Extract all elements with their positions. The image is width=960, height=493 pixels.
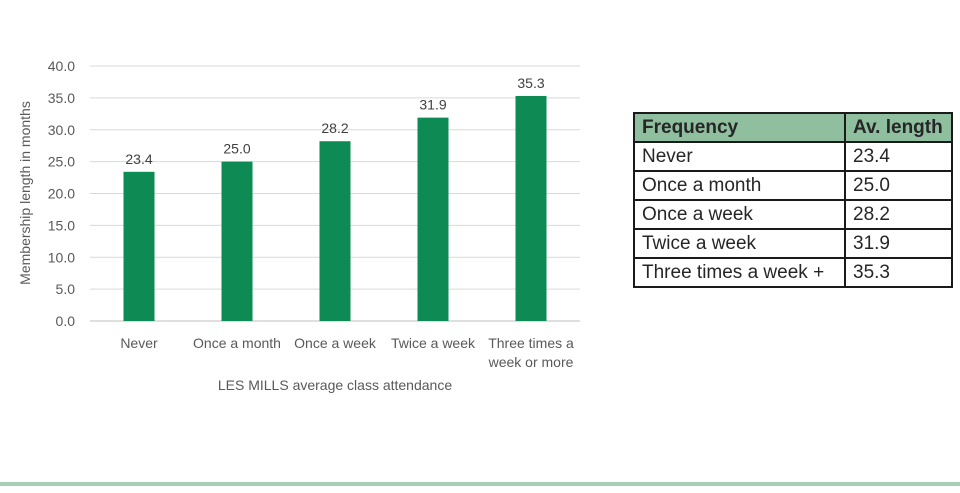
frequency-cell: Once a week bbox=[633, 199, 846, 230]
y-tick-label: 20.0 bbox=[48, 186, 75, 202]
y-tick-label: 30.0 bbox=[48, 122, 75, 138]
y-tick-labels: 0.0 5.0 10.0 15.0 20.0 25.0 30.0 35.0 40.0 bbox=[48, 58, 75, 329]
frequency-cell: Once a month bbox=[633, 170, 846, 201]
table-row: Once a week 28.2 bbox=[633, 199, 953, 230]
length-cell: 25.0 bbox=[844, 170, 953, 201]
bar bbox=[221, 161, 253, 321]
frequency-cell: Three times a week + bbox=[633, 257, 846, 288]
header-av-length: Av. length bbox=[844, 112, 953, 143]
table-row: Three times a week + 35.3 bbox=[633, 257, 953, 288]
x-tick-labels: Never Once a month Once a week Twice a week… bbox=[120, 335, 574, 370]
x-tick-label: Three times a week or more bbox=[488, 335, 574, 370]
y-tick-label: 25.0 bbox=[48, 154, 75, 170]
y-tick-label: 15.0 bbox=[48, 217, 75, 233]
y-tick-label: 10.0 bbox=[48, 249, 75, 265]
y-tick-label: 0.0 bbox=[56, 313, 76, 329]
x-tick-label: Once a week bbox=[294, 335, 377, 351]
bar bbox=[515, 95, 547, 322]
length-cell: 23.4 bbox=[844, 141, 953, 172]
frequency-cell: Twice a week bbox=[633, 228, 846, 259]
bars bbox=[123, 95, 547, 322]
footer-divider bbox=[0, 482, 960, 486]
y-axis-title: Membership length in months bbox=[17, 101, 33, 285]
y-tick-label: 40.0 bbox=[48, 58, 75, 74]
data-label: 35.3 bbox=[517, 75, 544, 91]
data-label: 23.4 bbox=[125, 151, 152, 167]
x-axis-title: LES MILLS average class attendance bbox=[218, 377, 452, 393]
data-label: 25.0 bbox=[223, 141, 250, 157]
x-tick-label: Twice a week bbox=[391, 335, 476, 351]
value-labels: 23.4 25.0 28.2 31.9 35.3 bbox=[125, 75, 544, 167]
data-label: 28.2 bbox=[321, 120, 348, 136]
x-tick-label: Never bbox=[120, 335, 158, 351]
header-frequency: Frequency bbox=[633, 112, 846, 143]
bar-chart: 0.05.010.015.020.025.030.035.040.0 23.42… bbox=[17, 58, 580, 393]
x-tick-label: Once a month bbox=[193, 335, 281, 351]
length-cell: 28.2 bbox=[844, 199, 953, 230]
bar bbox=[417, 117, 449, 321]
frequency-cell: Never bbox=[633, 141, 846, 172]
length-cell: 35.3 bbox=[844, 257, 953, 288]
y-tick-label: 35.0 bbox=[48, 90, 75, 106]
y-tick-label: 5.0 bbox=[56, 281, 76, 297]
table-row: Twice a week 31.9 bbox=[633, 228, 953, 259]
bar bbox=[319, 141, 351, 321]
table-row: Never 23.4 bbox=[633, 141, 953, 172]
frequency-table: Frequency Av. length Never 23.4 Once a m… bbox=[633, 112, 953, 288]
table-row: Once a month 25.0 bbox=[633, 170, 953, 201]
data-label: 31.9 bbox=[419, 97, 446, 113]
length-cell: 31.9 bbox=[844, 228, 953, 259]
bar bbox=[123, 171, 155, 321]
table-header-row: Frequency Av. length bbox=[633, 112, 953, 143]
